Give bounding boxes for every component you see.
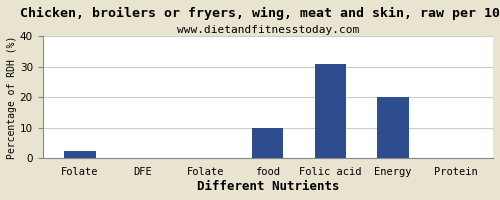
X-axis label: Different Nutrients: Different Nutrients: [196, 180, 339, 193]
Title: Chicken, broilers or fryers, wing, meat and skin, raw per 100g: Chicken, broilers or fryers, wing, meat …: [20, 7, 500, 20]
Bar: [378, 97, 408, 158]
Bar: [314, 64, 346, 158]
Bar: [252, 128, 284, 158]
Bar: [64, 151, 96, 158]
Text: www.dietandfitnesstoday.com: www.dietandfitnesstoday.com: [176, 25, 359, 35]
Y-axis label: Percentage of RDH (%): Percentage of RDH (%): [7, 36, 17, 159]
